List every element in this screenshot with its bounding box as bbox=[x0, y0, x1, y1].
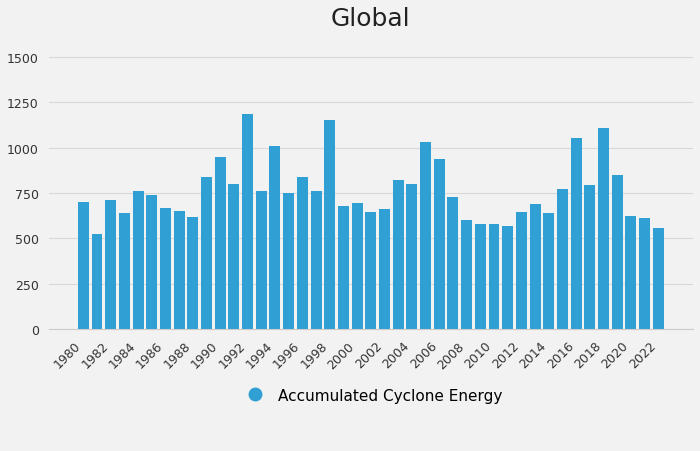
Bar bbox=[188, 217, 198, 330]
Bar bbox=[639, 219, 650, 330]
Bar bbox=[365, 213, 377, 330]
Bar bbox=[351, 203, 363, 330]
Bar bbox=[311, 192, 321, 330]
Bar bbox=[420, 143, 431, 330]
Bar bbox=[379, 210, 390, 330]
Bar bbox=[516, 213, 527, 330]
Bar bbox=[324, 121, 335, 330]
Bar bbox=[584, 185, 595, 330]
Bar bbox=[228, 184, 239, 330]
Title: Global: Global bbox=[331, 7, 411, 31]
Legend: Accumulated Cyclone Energy: Accumulated Cyclone Energy bbox=[233, 382, 508, 409]
Bar bbox=[557, 190, 568, 330]
Bar bbox=[132, 192, 144, 330]
Bar bbox=[92, 235, 102, 330]
Bar bbox=[407, 184, 417, 330]
Bar bbox=[475, 225, 486, 330]
Bar bbox=[434, 159, 444, 330]
Bar bbox=[256, 192, 267, 330]
Bar bbox=[297, 177, 308, 330]
Bar bbox=[489, 225, 500, 330]
Bar bbox=[653, 228, 664, 330]
Bar bbox=[447, 197, 458, 330]
Bar bbox=[570, 138, 582, 330]
Bar bbox=[284, 193, 294, 330]
Bar bbox=[598, 129, 609, 330]
Bar bbox=[461, 221, 472, 330]
Bar bbox=[625, 216, 636, 330]
Bar bbox=[338, 207, 349, 330]
Bar bbox=[119, 214, 130, 330]
Bar bbox=[242, 115, 253, 330]
Bar bbox=[201, 177, 212, 330]
Bar bbox=[105, 201, 116, 330]
Bar bbox=[78, 202, 89, 330]
Bar bbox=[393, 181, 404, 330]
Bar bbox=[270, 147, 281, 330]
Bar bbox=[612, 175, 623, 330]
Bar bbox=[160, 208, 171, 330]
Bar bbox=[174, 212, 185, 330]
Bar bbox=[146, 195, 158, 330]
Bar bbox=[530, 204, 540, 330]
Bar bbox=[215, 157, 225, 330]
Bar bbox=[543, 214, 554, 330]
Bar bbox=[502, 226, 513, 330]
